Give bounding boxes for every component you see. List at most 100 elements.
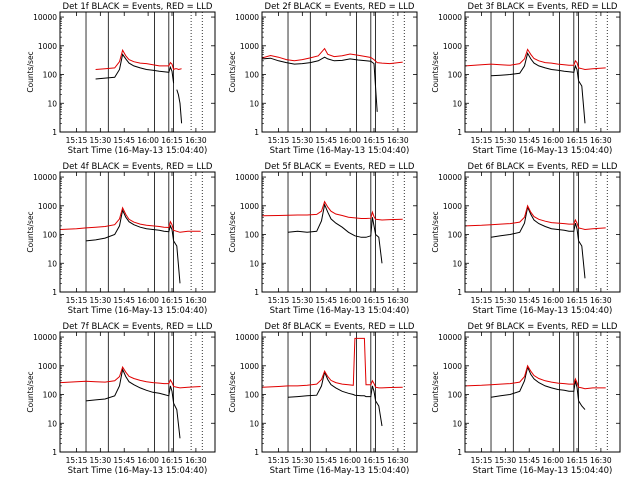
- x-tick-label: 15:30: [495, 456, 517, 465]
- y-tick-label: 1000: [240, 42, 259, 51]
- x-tick-label: 15:30: [292, 136, 314, 145]
- y-tick-label: 100: [448, 71, 463, 80]
- y-axis-label: Counts/sec: [431, 371, 440, 412]
- x-tick-label: 15:30: [495, 136, 517, 145]
- y-axis-label: Counts/sec: [228, 51, 237, 92]
- panel-9: Det 9f BLACK = Events, RED = LLD 1 10 100 10…: [431, 322, 621, 476]
- y-tick-label: 1: [254, 288, 259, 297]
- series-line-events: [85, 367, 181, 439]
- y-tick-label: 10000: [438, 13, 462, 22]
- series-line-lld: [262, 337, 403, 389]
- y-axis-label: Counts/sec: [228, 371, 237, 412]
- x-axis-label: Start Time (16-May-13 15:04:40): [270, 466, 410, 476]
- y-tick-label: 100: [43, 391, 58, 400]
- series-line-lld: [262, 47, 403, 65]
- y-tick-label: 1: [457, 288, 462, 297]
- x-axis-label: Start Time (16-May-13 15:04:40): [473, 146, 613, 156]
- series-line-events: [287, 370, 383, 427]
- series-line-events: [95, 53, 183, 124]
- x-tick-label: 16:00: [542, 296, 564, 305]
- x-tick-label: 15:15: [268, 296, 290, 305]
- y-tick-label: 10000: [33, 333, 57, 342]
- x-tick-label: 16:15: [566, 456, 588, 465]
- x-tick-label: 15:15: [471, 136, 493, 145]
- x-tick-label: 15:15: [268, 456, 290, 465]
- x-tick-label: 15:30: [90, 296, 112, 305]
- x-axis-label: Start Time (16-May-13 15:04:40): [473, 466, 613, 476]
- x-tick-label: 16:15: [363, 456, 385, 465]
- y-tick-label: 1000: [443, 42, 462, 51]
- y-tick-label: 10000: [33, 173, 57, 182]
- x-tick-label: 16:30: [387, 296, 409, 305]
- x-tick-label: 16:00: [137, 456, 159, 465]
- x-tick-label: 15:45: [518, 296, 540, 305]
- series-line-lld: [60, 365, 201, 389]
- x-tick-label: 15:15: [66, 296, 88, 305]
- x-tick-label: 16:30: [590, 296, 612, 305]
- x-tick-label: 16:00: [542, 456, 564, 465]
- y-tick-label: 1000: [38, 42, 57, 51]
- y-tick-label: 10: [452, 419, 462, 428]
- x-tick-label: 15:30: [495, 296, 517, 305]
- y-tick-label: 1: [457, 448, 462, 457]
- x-tick-label: 16:00: [339, 136, 361, 145]
- plot-frame: [261, 11, 418, 133]
- x-tick-label: 16:15: [363, 296, 385, 305]
- x-tick-label: 15:30: [90, 136, 112, 145]
- x-tick-label: 15:45: [113, 296, 135, 305]
- x-tick-label: 16:30: [590, 136, 612, 145]
- y-tick-label: 100: [43, 71, 58, 80]
- x-axis-label: Start Time (16-May-13 15:04:40): [68, 466, 208, 476]
- y-axis-label: Counts/sec: [26, 371, 35, 412]
- y-tick-label: 10: [249, 419, 259, 428]
- y-axis-label: Counts/sec: [431, 51, 440, 92]
- plot-frame: [59, 171, 216, 293]
- x-tick-label: 15:15: [66, 456, 88, 465]
- x-tick-label: 15:15: [268, 136, 290, 145]
- series-line-lld: [465, 204, 606, 231]
- x-tick-label: 16:00: [137, 296, 159, 305]
- x-tick-label: 15:45: [518, 136, 540, 145]
- plot-frame: [261, 331, 418, 453]
- panel-2: Det 2f BLACK = Events, RED = LLD 1 10 100 10…: [228, 2, 418, 156]
- panel-3: Det 3f BLACK = Events, RED = LLD 1 10 100 10…: [431, 2, 621, 156]
- series-line-lld: [465, 48, 606, 71]
- panel-title: Det 7f BLACK = Events, RED = LLD: [63, 322, 213, 332]
- series-line-lld: [465, 364, 606, 390]
- y-tick-label: 10: [47, 259, 57, 268]
- y-tick-label: 100: [448, 391, 463, 400]
- x-tick-label: 15:15: [66, 136, 88, 145]
- y-tick-label: 10: [452, 259, 462, 268]
- series-line-events: [490, 205, 586, 279]
- y-tick-label: 1: [254, 128, 259, 137]
- panel-title: Det 4f BLACK = Events, RED = LLD: [63, 162, 213, 172]
- panel-7: Det 7f BLACK = Events, RED = LLD 1 10 100 10…: [26, 322, 216, 476]
- x-tick-label: 15:15: [471, 456, 493, 465]
- x-tick-label: 15:45: [315, 136, 337, 145]
- panel-1: Det 1f BLACK = Events, RED = LLD 1 10 100 10…: [26, 2, 216, 156]
- x-tick-label: 16:15: [566, 136, 588, 145]
- panel-title: Det 2f BLACK = Events, RED = LLD: [265, 2, 415, 12]
- y-tick-label: 1000: [38, 362, 57, 371]
- x-tick-label: 15:15: [471, 296, 493, 305]
- panel-title: Det 3f BLACK = Events, RED = LLD: [468, 2, 618, 12]
- x-tick-label: 16:15: [363, 136, 385, 145]
- x-tick-label: 16:00: [339, 296, 361, 305]
- plot-frame: [59, 331, 216, 453]
- x-tick-label: 15:45: [315, 456, 337, 465]
- y-tick-label: 1000: [443, 362, 462, 371]
- x-tick-label: 15:45: [315, 296, 337, 305]
- x-tick-label: 16:30: [185, 456, 207, 465]
- y-tick-label: 10000: [33, 13, 57, 22]
- x-tick-label: 16:30: [185, 296, 207, 305]
- series-line-events: [85, 208, 181, 284]
- plot-frame: [464, 11, 621, 133]
- y-tick-label: 100: [448, 231, 463, 240]
- y-tick-label: 10: [452, 99, 462, 108]
- x-axis-label: Start Time (16-May-13 15:04:40): [270, 146, 410, 156]
- y-tick-label: 100: [43, 231, 58, 240]
- x-tick-label: 16:15: [566, 296, 588, 305]
- x-tick-label: 16:30: [387, 456, 409, 465]
- y-axis-label: Counts/sec: [431, 211, 440, 252]
